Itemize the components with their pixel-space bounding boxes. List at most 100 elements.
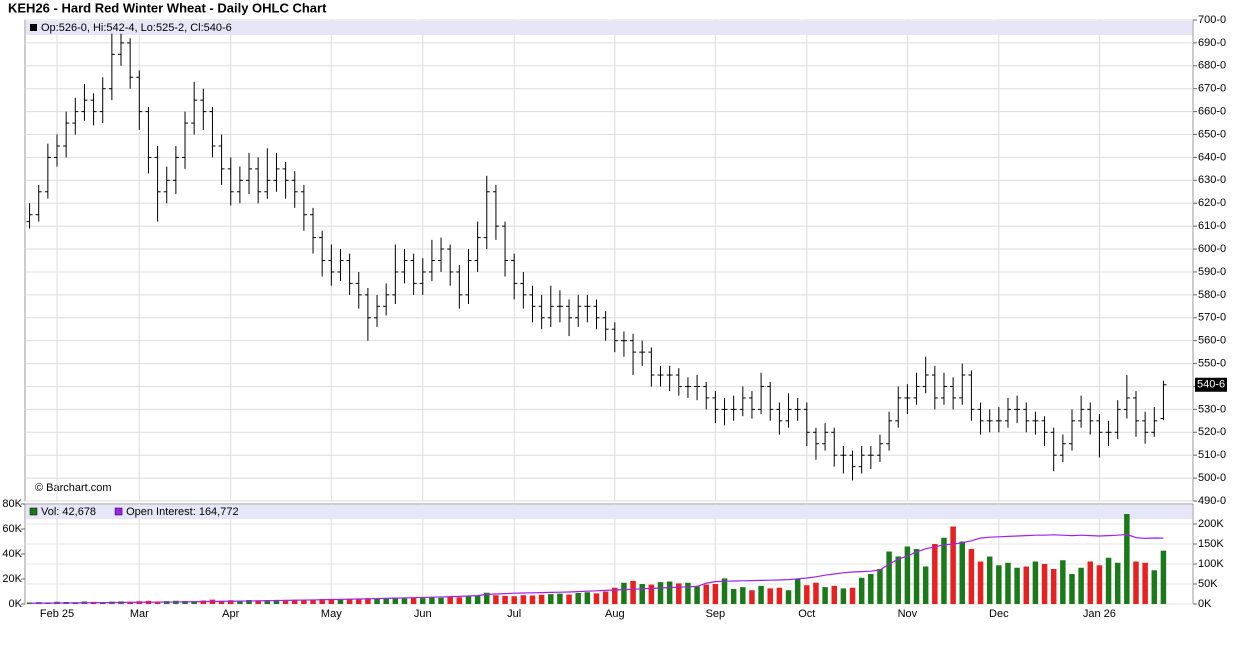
y-tick-label: 590-0 xyxy=(1198,266,1226,278)
volume-bar xyxy=(986,556,993,604)
volume-bar xyxy=(822,587,828,604)
volume-bar xyxy=(484,592,490,604)
volume-bar xyxy=(868,574,874,604)
volume-bar xyxy=(1069,574,1075,604)
volume-bar xyxy=(858,577,865,604)
volume-bar xyxy=(612,587,618,604)
y-tick-label: 500-0 xyxy=(1198,472,1226,484)
volume-bar xyxy=(1160,550,1167,604)
volume-bar xyxy=(237,600,243,604)
volume-bar xyxy=(520,595,527,604)
volume-bar xyxy=(977,561,984,604)
price-panel xyxy=(24,19,1194,502)
volume-bar xyxy=(1005,562,1011,604)
volume-bar xyxy=(776,587,783,604)
legend-swatch xyxy=(29,507,38,516)
y-tick-label: 700-0 xyxy=(1198,14,1226,26)
volume-bar xyxy=(401,598,408,604)
volume-bar xyxy=(529,595,536,604)
y-tick-label: 670-0 xyxy=(1198,83,1226,95)
volume-bar xyxy=(1032,561,1039,604)
ohlc-strip xyxy=(26,21,1192,35)
volume-bar xyxy=(392,598,399,604)
volume-bar xyxy=(886,551,892,604)
last-price-box xyxy=(1195,377,1227,392)
volume-bar xyxy=(1087,561,1094,604)
legend-label: Vol: 42,678 xyxy=(41,506,96,518)
y-tick-label: 610-0 xyxy=(1198,220,1226,232)
y-tick-label: 0K xyxy=(9,598,23,610)
y-tick-label: 630-0 xyxy=(1198,174,1226,186)
volume-bar xyxy=(410,597,417,604)
y2-tick-label: 150K xyxy=(1198,538,1224,550)
x-tick-label: Apr xyxy=(222,608,239,620)
volume-bar xyxy=(1060,560,1066,604)
x-tick-label: Dec xyxy=(989,608,1009,620)
volume-bar xyxy=(813,582,819,604)
volume-bar xyxy=(26,602,33,604)
volume-bar xyxy=(1142,562,1148,604)
volume-bar xyxy=(676,583,682,604)
open-interest-line xyxy=(29,533,1164,604)
volume-bar xyxy=(328,598,335,604)
y-tick-label: 690-0 xyxy=(1198,37,1226,49)
volume-bar xyxy=(1133,561,1139,604)
volume-bar xyxy=(1151,570,1158,604)
volume-bar xyxy=(365,598,371,604)
volume-bar xyxy=(264,600,271,604)
y-tick-label: 640-0 xyxy=(1198,151,1226,163)
x-tick-label: Aug xyxy=(605,608,625,620)
volume-bar xyxy=(721,578,728,604)
volume-bar xyxy=(648,584,655,604)
volume-bar xyxy=(438,597,444,604)
y2-tick-label: 100K xyxy=(1198,558,1224,570)
volume-bar xyxy=(456,597,463,604)
volume-bar xyxy=(337,599,344,604)
y2-tick-label: 0K xyxy=(1198,598,1212,610)
volume-bar xyxy=(1105,557,1112,604)
y-tick-label: 570-0 xyxy=(1198,312,1226,324)
volume-bar xyxy=(1096,565,1103,604)
volume-bar xyxy=(346,598,353,604)
volume-bar xyxy=(621,582,627,604)
volume-bar xyxy=(575,593,581,604)
volume-bar xyxy=(657,582,664,604)
volume-bar xyxy=(941,537,947,604)
volume-bar xyxy=(895,556,901,604)
volume-bar xyxy=(447,596,453,604)
x-tick-label: Jun xyxy=(414,608,432,620)
volume-bar xyxy=(785,590,792,604)
y-tick-label: 20K xyxy=(2,573,22,585)
volume-bar xyxy=(493,595,499,604)
volume-bar xyxy=(1124,514,1130,604)
x-tick-label: Mar xyxy=(130,608,149,620)
volume-bar xyxy=(950,526,956,604)
volume-bar xyxy=(968,549,975,604)
volume-bar xyxy=(154,601,161,604)
y-tick-label: 520-0 xyxy=(1198,426,1226,438)
credit: © Barchart.com xyxy=(35,482,112,494)
y2-tick-label: 50K xyxy=(1198,578,1218,590)
y-tick-label: 580-0 xyxy=(1198,289,1226,301)
volume-bar xyxy=(548,594,554,604)
volume-bar xyxy=(465,596,472,604)
volume-bar xyxy=(904,546,911,604)
volume-bar xyxy=(1014,567,1020,604)
legend-strip xyxy=(26,505,1192,519)
y-tick-label: 60K xyxy=(2,523,22,535)
volume-bar xyxy=(310,600,316,604)
ohlc-key xyxy=(30,24,37,31)
volume-bar xyxy=(273,599,280,604)
volume-bar xyxy=(1114,562,1121,604)
chart-title: KEH26 - Hard Red Winter Wheat - Daily OH… xyxy=(8,0,327,15)
volume-bar xyxy=(730,589,737,604)
volume-bar xyxy=(639,584,645,604)
volume-bar xyxy=(301,599,307,604)
volume-bar xyxy=(959,541,966,604)
volume-bar xyxy=(703,584,709,604)
volume-bar xyxy=(374,599,380,604)
y-tick-label: 510-0 xyxy=(1198,449,1226,461)
volume-bar xyxy=(840,588,847,604)
volume-bar xyxy=(218,600,225,604)
